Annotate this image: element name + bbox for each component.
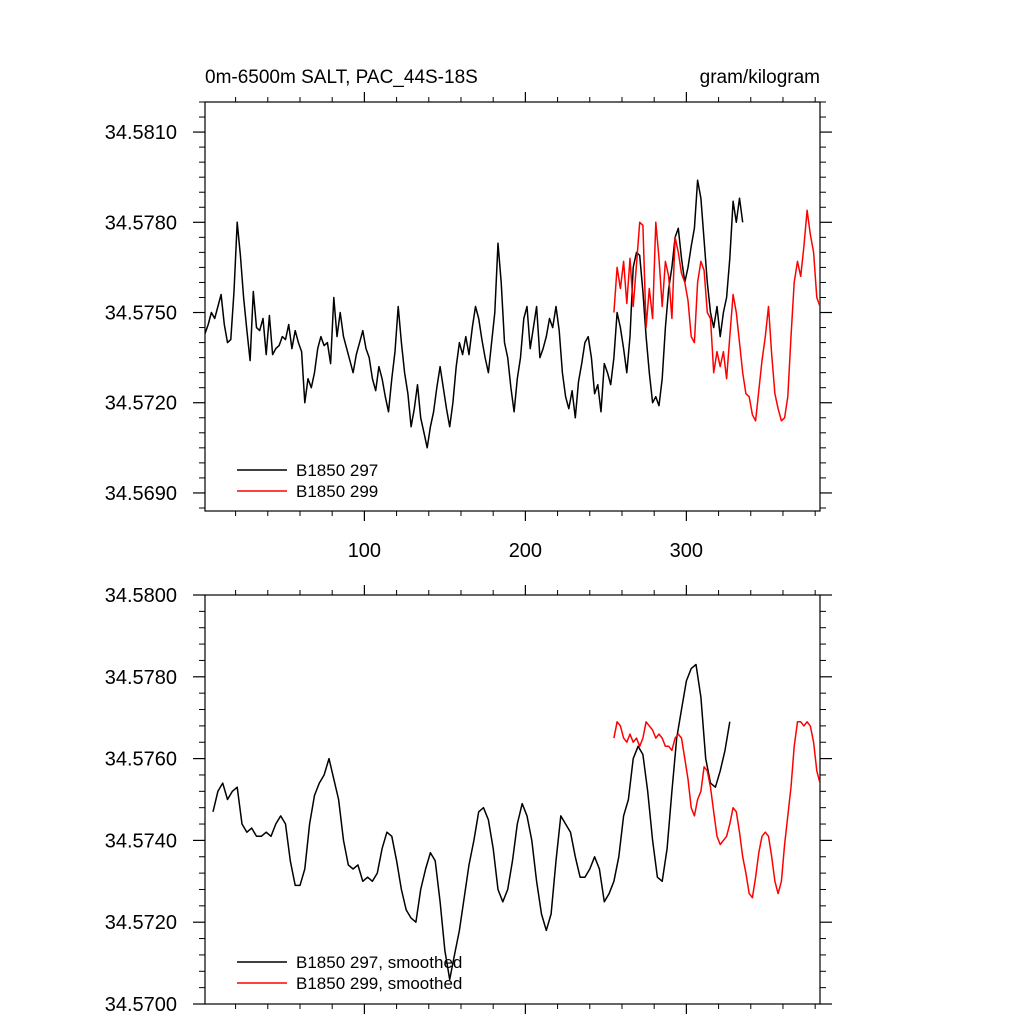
series-line-b1850-299 (613, 209, 820, 422)
top-panel: 0m-6500m SALT, PAC_44S-18S gram/kilogram… (105, 67, 832, 562)
top-y-tick-label: 34.5780 (105, 212, 177, 234)
top-x-tick-label: 300 (670, 540, 703, 562)
series-line-b1850-299-smoothed (613, 721, 820, 899)
top-y-tick-label: 34.5810 (105, 122, 177, 144)
bottom-series-lines (212, 663, 820, 981)
legend-label-b1850-297-smoothed: B1850 297, smoothed (296, 953, 462, 972)
legend-label-b1850-299: B1850 299 (296, 482, 378, 501)
bottom-y-tick-label: 34.5760 (105, 749, 177, 771)
bottom-legend: B1850 297, smoothed B1850 299, smoothed (237, 953, 462, 993)
series-line-b1850-297-smoothed (212, 663, 731, 981)
bottom-y-tick-label: 34.5720 (105, 912, 177, 934)
bottom-y-tick-label: 34.5780 (105, 667, 177, 689)
bottom-axis-ticks (193, 585, 832, 1014)
top-legend: B1850 297 B1850 299 (237, 461, 378, 501)
bottom-y-tick-label: 34.5700 (105, 994, 177, 1016)
legend-label-b1850-297: B1850 297 (296, 461, 378, 480)
top-x-tick-label: 200 (509, 540, 542, 562)
top-axis-tick-labels: 34.5690 34.5720 34.5750 34.5780 34.5810 100 20… (105, 122, 703, 562)
top-axis-ticks (193, 92, 832, 521)
bottom-y-tick-label: 34.5800 (105, 585, 177, 607)
top-panel-title: 0m-6500m SALT, PAC_44S-18S (205, 67, 478, 88)
bottom-panel: 34.5700 34.5720 34.5740 34.5760 34.5780 34.58… (105, 585, 832, 1016)
bottom-y-tick-label: 34.5740 (105, 830, 177, 852)
top-plot-frame (204, 101, 821, 512)
bottom-axis-tick-labels: 34.5700 34.5720 34.5740 34.5760 34.5780 34.58… (105, 585, 177, 1016)
top-y-tick-label: 34.5720 (105, 393, 177, 415)
series-line-b1850-297 (205, 179, 744, 449)
top-series-lines (205, 179, 820, 449)
top-y-tick-label: 34.5690 (105, 483, 177, 505)
top-panel-units: gram/kilogram (700, 67, 820, 88)
top-y-tick-label: 34.5750 (105, 303, 177, 325)
bottom-plot-frame (204, 594, 821, 1005)
top-x-tick-label: 100 (348, 540, 381, 562)
legend-label-b1850-299-smoothed: B1850 299, smoothed (296, 974, 462, 993)
